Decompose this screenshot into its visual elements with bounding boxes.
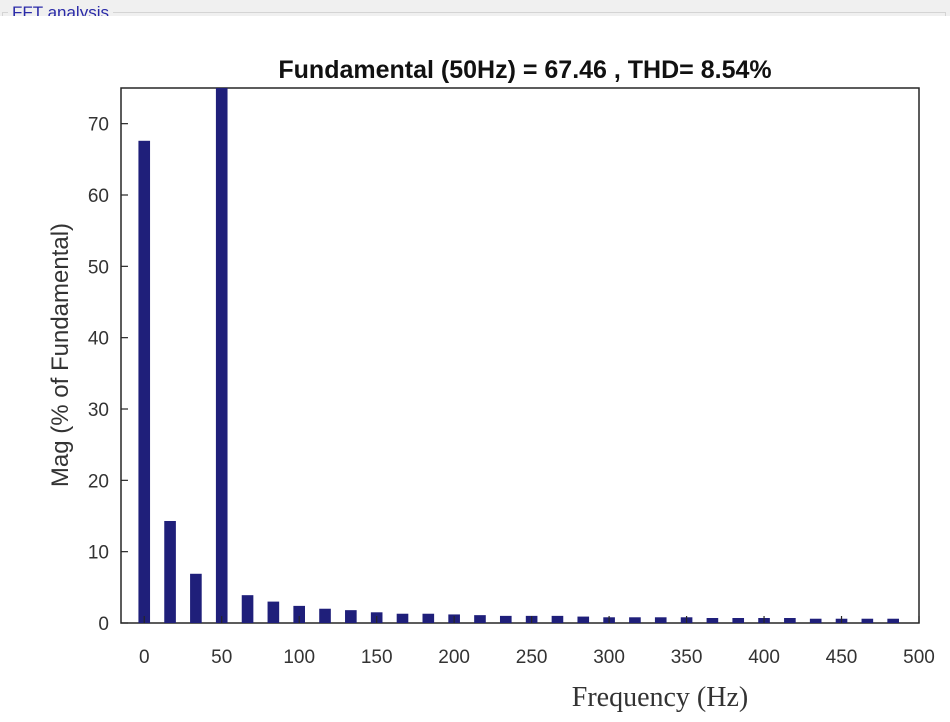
x-tick-label-10: 500 (903, 647, 935, 668)
bar-0 (138, 140, 151, 624)
bar-7 (319, 608, 331, 623)
bar-4 (241, 595, 254, 623)
bar-23 (732, 618, 745, 623)
y-tick-label-7: 70 (88, 115, 109, 136)
bar-28 (861, 618, 874, 623)
x-tick-label-4: 200 (438, 647, 470, 668)
bar-25 (784, 618, 796, 623)
bar-26 (809, 618, 822, 623)
bar-16 (551, 615, 564, 623)
x-tick-label-5: 250 (516, 647, 548, 668)
bar-6 (293, 605, 305, 623)
y-tick-label-6: 60 (88, 186, 109, 207)
bar-22 (706, 618, 719, 623)
bar-3 (215, 88, 228, 623)
y-tick-label-4: 40 (88, 329, 109, 350)
bar-10 (396, 613, 409, 623)
bar-29 (887, 618, 899, 623)
x-tick-label-2: 100 (283, 647, 315, 668)
y-tick-label-0: 0 (98, 614, 109, 635)
y-tick-label-1: 10 (88, 543, 109, 564)
y-axis-label: Mag (% of Fundamental) (47, 223, 74, 487)
x-tick-label-6: 300 (593, 647, 625, 668)
bar-1 (164, 520, 176, 623)
y-tick-label-5: 50 (88, 257, 109, 278)
x-tick-label-7: 350 (671, 647, 703, 668)
bar-20 (654, 617, 667, 623)
bar-8 (345, 610, 357, 623)
x-tick-label-9: 450 (826, 647, 858, 668)
y-tick-label-2: 20 (88, 471, 109, 492)
bar-17 (577, 616, 590, 623)
x-tick-label-0: 0 (139, 647, 150, 668)
x-tick-label-3: 150 (361, 647, 393, 668)
bar-19 (629, 617, 641, 623)
x-tick-label-8: 400 (748, 647, 780, 668)
bar-14 (499, 615, 512, 623)
bar-2 (190, 573, 202, 623)
plot-area (120, 87, 920, 624)
x-tick-label-1: 50 (211, 647, 232, 668)
bar-5 (267, 601, 280, 623)
x-axis: 0 50 100 150 200 250 300 350 400 450 500 (139, 616, 935, 668)
y-tick-label-3: 30 (88, 400, 109, 421)
chart-title: Fundamental (50Hz) = 67.46 , THD= 8.54% (278, 56, 771, 84)
bar-13 (474, 615, 486, 623)
y-axis: 0 10 20 30 40 50 60 70 (88, 115, 128, 635)
bar-11 (422, 613, 435, 623)
x-axis-label: Frequency (Hz) (572, 682, 748, 713)
